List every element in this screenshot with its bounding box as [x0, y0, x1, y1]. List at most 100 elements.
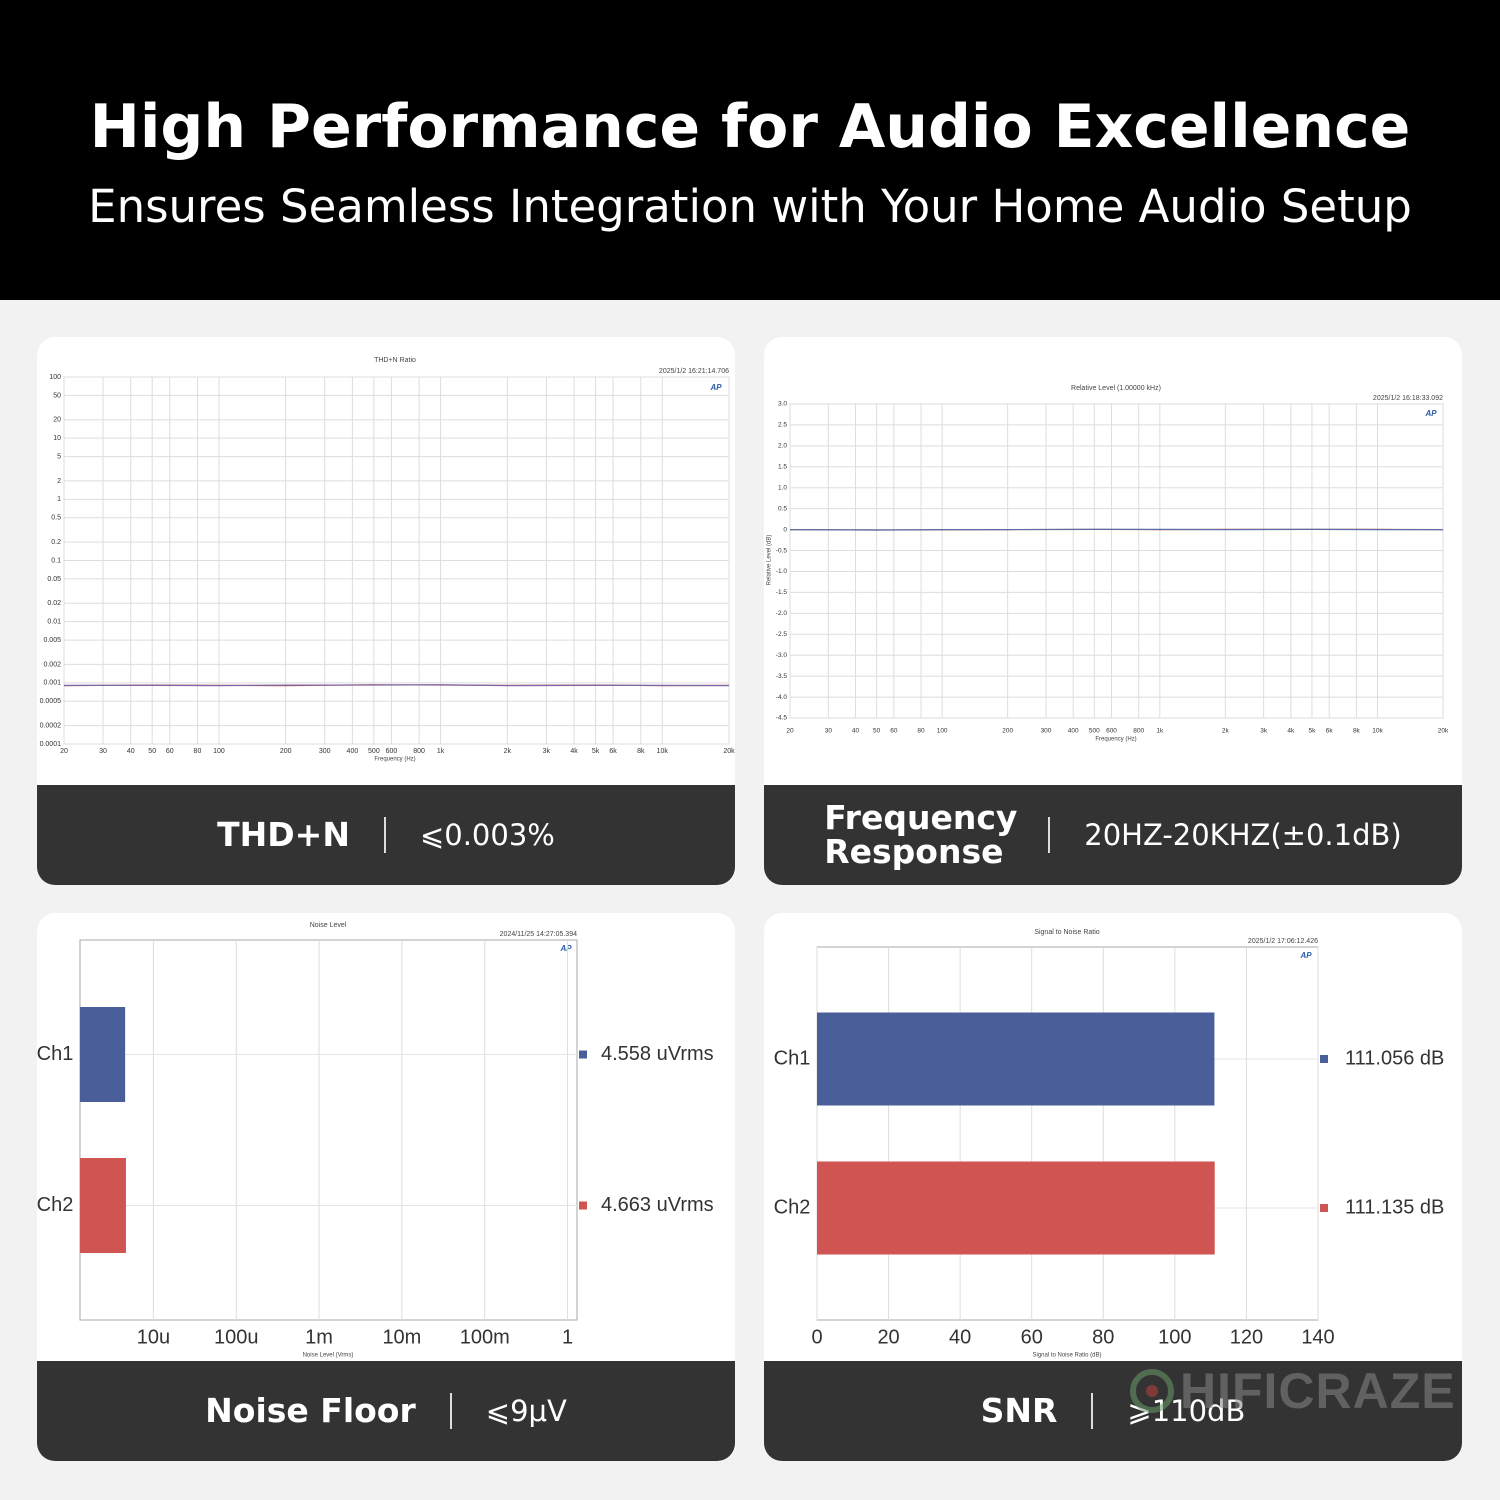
x-tick-label: 20k: [1438, 728, 1449, 735]
y-tick-label: 1.5: [778, 464, 787, 471]
category-label: Ch2: [37, 1194, 74, 1216]
x-tick-label: 600: [1106, 728, 1117, 735]
plot-frame: [816, 946, 1319, 1321]
x-tick-label: 100m: [460, 1326, 510, 1348]
x-tick-label: 5k: [592, 748, 600, 755]
x-tick-label: 80: [194, 748, 202, 755]
x-tick-label: 20: [786, 728, 794, 735]
y-tick-label: 0.5: [51, 515, 61, 522]
category-label: Ch1: [37, 1043, 74, 1065]
watermark-icon: [1130, 1369, 1174, 1413]
logo: AP: [559, 944, 572, 953]
category-label: Ch2: [774, 1196, 811, 1218]
x-tick-label: 100u: [214, 1326, 259, 1348]
y-tick-label: 0.001: [43, 680, 61, 687]
spec-panel: Noise Floor ⩽9μV: [37, 1361, 735, 1461]
y-tick-label: 0.002: [43, 661, 61, 668]
x-tick-label: 40: [852, 728, 860, 735]
x-tick-label: 60: [1021, 1326, 1043, 1348]
spec-value: ⩽9μV: [485, 1394, 567, 1428]
chart-title: Signal to Noise Ratio: [1034, 929, 1099, 936]
value-label: 111.135 dB: [1345, 1196, 1444, 1218]
x-axis-label: Noise Level (Vrms): [303, 1353, 354, 1359]
x-tick-label: 100: [1158, 1326, 1191, 1348]
timestamp: 2025/1/2 16:21:14.706: [659, 368, 729, 375]
spec-label: Noise Floor: [205, 1391, 416, 1430]
x-tick-label: 600: [386, 748, 398, 755]
series-line: [64, 684, 730, 687]
watermark-text: HIFICRAZE: [1180, 1363, 1456, 1419]
x-tick-label: 80: [917, 728, 925, 735]
x-tick-label: 40: [949, 1326, 971, 1348]
y-tick-label: 3.0: [778, 401, 787, 408]
x-tick-label: 400: [347, 748, 359, 755]
category-label: Ch1: [774, 1047, 811, 1069]
y-tick-label: -4.5: [776, 715, 788, 722]
value-label: 4.558 uVrms: [601, 1043, 714, 1065]
plot-frame: [79, 939, 578, 1321]
x-tick-label: 800: [413, 748, 425, 755]
y-tick-label: 0.5: [778, 505, 787, 512]
x-tick-label: 2k: [504, 748, 512, 755]
x-tick-label: 10u: [137, 1326, 170, 1348]
bar: [817, 1012, 1215, 1106]
chart-title: Noise Level: [310, 922, 347, 929]
legend-swatch: [579, 1201, 587, 1210]
x-tick-label: 40: [127, 748, 135, 755]
x-tick-label: 5k: [1309, 728, 1317, 735]
y-tick-label: 1: [57, 496, 61, 503]
x-tick-label: 120: [1230, 1326, 1263, 1348]
x-tick-label: 500: [368, 748, 380, 755]
y-tick-label: 5: [57, 453, 61, 460]
x-tick-label: 100: [937, 728, 948, 735]
divider: [383, 817, 386, 853]
chart-title: Relative Level (1.00000 kHz): [1071, 385, 1161, 392]
x-tick-label: 1k: [1156, 728, 1164, 735]
bar: [817, 1161, 1215, 1255]
y-tick-label: 0.05: [47, 576, 61, 583]
spec-value: ⩽0.003%: [419, 818, 555, 852]
spec-label: THD+N: [217, 815, 350, 854]
x-tick-label: 1: [562, 1326, 573, 1348]
x-tick-label: 200: [280, 748, 292, 755]
y-axis-label: Relative Level (dB): [767, 535, 773, 586]
page-title: High Performance for Audio Excellence: [89, 92, 1411, 162]
y-tick-label: 20: [53, 417, 61, 424]
logo: AP: [1424, 409, 1437, 418]
x-tick-label: 50: [148, 748, 156, 755]
chart-title: THD+N Ratio: [374, 357, 416, 364]
plot-frame: [789, 403, 1444, 719]
legend-swatch: [1320, 1055, 1328, 1063]
y-tick-label: 0.0001: [40, 741, 62, 748]
x-tick-label: 400: [1068, 728, 1079, 735]
value-label: 4.663 uVrms: [601, 1194, 714, 1216]
x-tick-label: 500: [1089, 728, 1100, 735]
y-tick-label: -0.5: [776, 547, 788, 554]
y-tick-label: 1.0: [778, 484, 787, 491]
y-tick-label: 0.01: [47, 619, 61, 626]
bar: [80, 1007, 126, 1102]
x-tick-label: 20k: [723, 748, 735, 755]
logo: AP: [1299, 951, 1312, 960]
x-axis-label: Signal to Noise Ratio (dB): [1032, 1353, 1101, 1359]
y-tick-label: -4.0: [776, 694, 788, 701]
x-tick-label: 100: [213, 748, 225, 755]
bar: [80, 1158, 126, 1253]
y-tick-label: 0.1: [51, 557, 61, 564]
spec-panel: Frequency Response 20HZ-20KHZ(±0.1dB): [764, 785, 1462, 885]
timestamp: 2025/1/2 17:06:12.426: [1248, 938, 1318, 945]
y-tick-label: -2.0: [776, 610, 788, 617]
watermark: HIFICRAZE: [1130, 1362, 1456, 1420]
spec-label: SNR: [980, 1391, 1058, 1430]
x-axis-label: Frequency (Hz): [374, 757, 415, 763]
y-tick-label: 100: [49, 374, 61, 381]
y-tick-label: 0.02: [47, 600, 61, 607]
y-tick-label: -1.5: [776, 589, 788, 596]
x-tick-label: 10m: [382, 1326, 421, 1348]
x-tick-label: 3k: [543, 748, 551, 755]
y-tick-label: 50: [53, 392, 61, 399]
divider: [449, 1393, 452, 1429]
legend-swatch: [579, 1050, 587, 1059]
x-tick-label: 20: [60, 748, 68, 755]
spec-value: 20HZ-20KHZ(±0.1dB): [1084, 818, 1402, 852]
